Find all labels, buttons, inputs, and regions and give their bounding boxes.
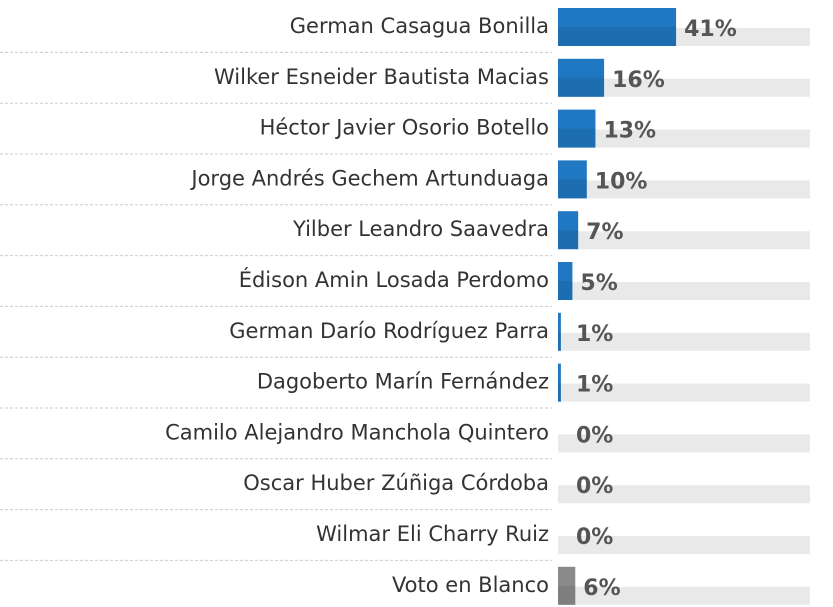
bar: [558, 160, 587, 199]
value-label: 0%: [576, 525, 613, 550]
value-label: 16%: [612, 68, 665, 93]
bar-shade: [558, 179, 587, 199]
bar-track: [558, 332, 810, 351]
category-label: German Darío Rodríguez Parra: [229, 319, 549, 343]
bar-track: [558, 78, 810, 97]
bar-shade: [558, 77, 605, 97]
bar-track: [558, 129, 810, 148]
bar: [558, 312, 561, 351]
value-label: 10%: [595, 169, 648, 194]
bar-track: [558, 180, 810, 199]
category-label: Camilo Alejandro Manchola Quintero: [165, 420, 549, 444]
value-label: 0%: [576, 474, 613, 499]
category-label: Wilmar Eli Charry Ruiz: [316, 522, 549, 546]
bar-track: [558, 383, 810, 402]
bar-shade: [558, 331, 561, 351]
value-label: 5%: [580, 271, 617, 296]
category-label: German Casagua Bonilla: [290, 14, 549, 38]
value-label: 1%: [576, 373, 613, 398]
bar-track: [558, 282, 810, 300]
bar-track: [558, 586, 810, 605]
bar: [558, 8, 677, 46]
category-label: Yilber Leandro Saavedra: [292, 217, 549, 241]
bar: [558, 363, 561, 402]
value-label: 13%: [603, 119, 656, 144]
value-label: 6%: [583, 576, 620, 601]
bar-track: [558, 231, 810, 250]
bar: [558, 58, 605, 97]
bar-shade: [558, 281, 573, 300]
bar: [558, 211, 579, 250]
bar-shade: [558, 230, 579, 250]
value-label: 41%: [684, 17, 737, 42]
bar: [558, 109, 596, 148]
bar-shade: [558, 128, 596, 148]
category-label: Oscar Huber Zúñiga Córdoba: [243, 471, 549, 495]
category-label: Édison Amin Losada Perdomo: [239, 267, 549, 292]
category-label: Wilker Esneider Bautista Macias: [214, 65, 549, 89]
category-label: Jorge Andrés Gechem Artunduaga: [189, 166, 549, 190]
bar-shade: [558, 382, 561, 402]
category-label: Héctor Javier Osorio Botello: [260, 116, 549, 140]
category-label: Voto en Blanco: [392, 573, 549, 597]
bar-shade: [558, 585, 576, 605]
value-label: 0%: [576, 423, 613, 448]
bar: [558, 262, 573, 300]
bar-shade: [558, 27, 677, 46]
bar: [558, 566, 576, 605]
bar-track: [558, 434, 810, 453]
value-label: 1%: [576, 322, 613, 347]
category-label: Dagoberto Marín Fernández: [257, 370, 549, 394]
bar-track: [558, 485, 810, 504]
bar-track: [558, 536, 810, 554]
value-label: 7%: [586, 220, 623, 245]
